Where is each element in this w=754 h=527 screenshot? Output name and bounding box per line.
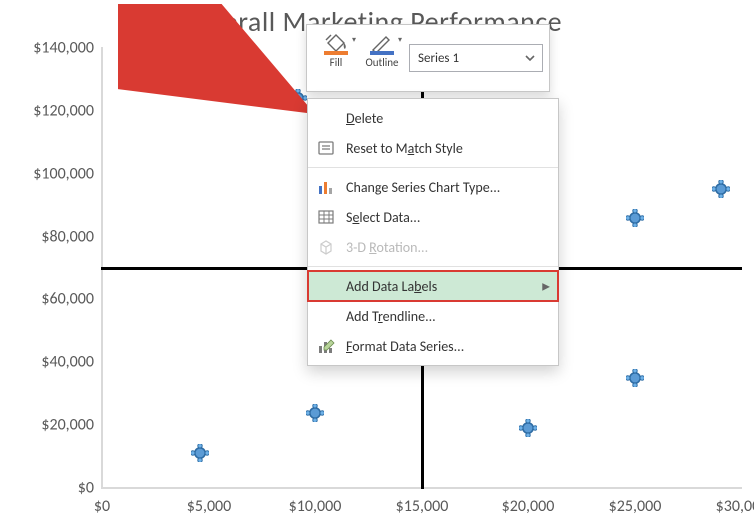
series-context-menu: Delete Reset to Match Style Change Serie… — [307, 98, 559, 366]
menu-item-label: Select Data... — [346, 209, 420, 226]
data-point[interactable] — [289, 89, 307, 107]
format-series-icon — [316, 336, 336, 356]
submenu-arrow-icon: ▶ — [542, 280, 550, 293]
data-point[interactable] — [519, 419, 537, 437]
y-tick-label: $100,000 — [9, 165, 94, 184]
y-tick-label: $80,000 — [9, 228, 94, 247]
fill-button[interactable]: ▾ Fill — [313, 29, 359, 87]
data-point[interactable] — [712, 180, 730, 198]
menu-item-label: Add Data Labels — [346, 278, 437, 295]
outline-label: Outline — [365, 57, 398, 69]
menu-item-select-data[interactable]: Select Data... — [308, 202, 558, 232]
menu-item-reset-to-match-style[interactable]: Reset to Match Style — [308, 133, 558, 163]
fill-label: Fill — [330, 57, 343, 69]
x-tick-label: $25,000 — [609, 497, 662, 516]
data-point[interactable] — [626, 209, 644, 227]
menu-item-label: Delete — [346, 110, 383, 127]
menu-item-label: Format Data Series... — [346, 338, 464, 355]
blank-icon — [316, 108, 336, 128]
outline-button[interactable]: ▾ Outline — [359, 29, 405, 87]
menu-item-3d-rotation: 3-D Rotation... — [308, 232, 558, 262]
mini-format-toolbar: ▾ Fill ▾ Outline Series 1 — [306, 24, 550, 92]
data-point[interactable] — [191, 444, 209, 462]
reset-style-icon — [316, 138, 336, 158]
menu-item-add-data-labels[interactable]: Add Data Labels ▶ — [308, 271, 558, 301]
x-tick-label: $20,000 — [502, 497, 555, 516]
y-tick-label: $20,000 — [9, 416, 94, 435]
menu-item-label: Reset to Match Style — [346, 140, 463, 157]
cube-3d-icon — [316, 237, 336, 257]
menu-item-format-data-series[interactable]: Format Data Series... — [308, 331, 558, 361]
pen-outline-icon: ▾ — [368, 31, 396, 55]
y-tick-label: $140,000 — [9, 39, 94, 58]
select-data-icon — [316, 207, 336, 227]
menu-item-label: Add Trendline... — [346, 308, 436, 325]
chart-type-icon — [316, 177, 336, 197]
data-point[interactable] — [626, 369, 644, 387]
menu-separator — [308, 167, 558, 168]
x-tick-label: $5,000 — [187, 497, 232, 516]
outline-color-swatch — [370, 51, 394, 55]
menu-item-change-series-chart-type[interactable]: Change Series Chart Type... — [308, 172, 558, 202]
series-select-value: Series 1 — [418, 51, 459, 66]
chevron-down-icon[interactable]: ▾ — [352, 35, 356, 45]
blank-icon — [316, 306, 336, 326]
x-tick-label: $0 — [94, 497, 110, 516]
menu-separator — [308, 266, 558, 267]
fill-color-swatch — [324, 51, 348, 55]
menu-item-label: Change Series Chart Type... — [346, 179, 500, 196]
paint-bucket-icon: ▾ — [322, 31, 350, 55]
x-tick-label: $30,000 — [716, 497, 754, 516]
y-tick-label: $40,000 — [9, 353, 94, 372]
x-tick-label: $10,000 — [289, 497, 342, 516]
y-tick-label: $60,000 — [9, 290, 94, 309]
menu-item-delete[interactable]: Delete — [308, 103, 558, 133]
blank-icon — [316, 276, 336, 296]
chevron-down-icon — [524, 52, 536, 64]
x-tick-label: $15,000 — [396, 497, 449, 516]
chevron-down-icon[interactable]: ▾ — [398, 35, 402, 45]
menu-item-add-trendline[interactable]: Add Trendline... — [308, 301, 558, 331]
data-point[interactable] — [306, 404, 324, 422]
y-tick-label: $0 — [9, 479, 94, 498]
menu-item-label: 3-D Rotation... — [346, 239, 428, 256]
series-select-dropdown[interactable]: Series 1 — [409, 44, 543, 72]
y-tick-label: $120,000 — [9, 102, 94, 121]
